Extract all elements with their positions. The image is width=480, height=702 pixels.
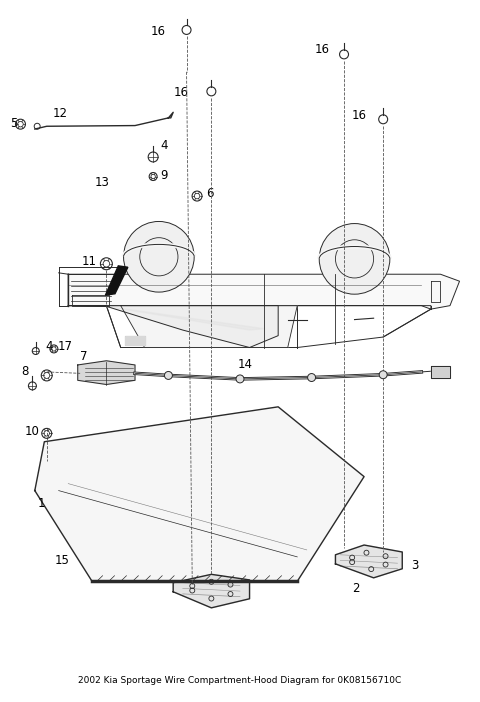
Polygon shape [68, 274, 459, 309]
Polygon shape [107, 306, 264, 330]
Text: 16: 16 [150, 25, 165, 38]
Circle shape [308, 373, 315, 381]
Text: 6: 6 [205, 187, 213, 201]
Text: 17: 17 [58, 340, 72, 352]
Text: 15: 15 [55, 554, 70, 567]
Circle shape [236, 375, 244, 383]
Circle shape [123, 221, 194, 292]
Text: 4: 4 [160, 138, 168, 152]
Polygon shape [336, 545, 402, 578]
Circle shape [319, 223, 390, 294]
Polygon shape [120, 305, 297, 347]
Text: 13: 13 [95, 176, 109, 189]
Circle shape [379, 371, 387, 378]
Polygon shape [78, 361, 135, 385]
Text: 5: 5 [10, 117, 17, 130]
Text: 11: 11 [82, 255, 96, 268]
Polygon shape [173, 574, 250, 608]
Text: 7: 7 [80, 350, 88, 363]
Polygon shape [431, 366, 450, 378]
Text: 9: 9 [160, 168, 168, 182]
Text: 16: 16 [352, 109, 367, 121]
Text: 2: 2 [352, 582, 360, 595]
Text: 14: 14 [238, 359, 252, 371]
Text: 4: 4 [46, 340, 53, 352]
Circle shape [165, 371, 172, 379]
Text: 2002 Kia Sportage Wire Compartment-Hood Diagram for 0K08156710C: 2002 Kia Sportage Wire Compartment-Hood … [78, 676, 402, 685]
Text: 12: 12 [53, 107, 68, 120]
Text: 8: 8 [22, 366, 29, 378]
Text: 16: 16 [173, 86, 188, 99]
Text: 10: 10 [24, 425, 39, 439]
Polygon shape [125, 336, 144, 345]
Polygon shape [68, 305, 278, 347]
Polygon shape [35, 407, 364, 581]
Polygon shape [106, 266, 128, 295]
Text: 16: 16 [314, 43, 329, 56]
Text: 1: 1 [37, 496, 45, 510]
Text: 3: 3 [411, 559, 418, 572]
